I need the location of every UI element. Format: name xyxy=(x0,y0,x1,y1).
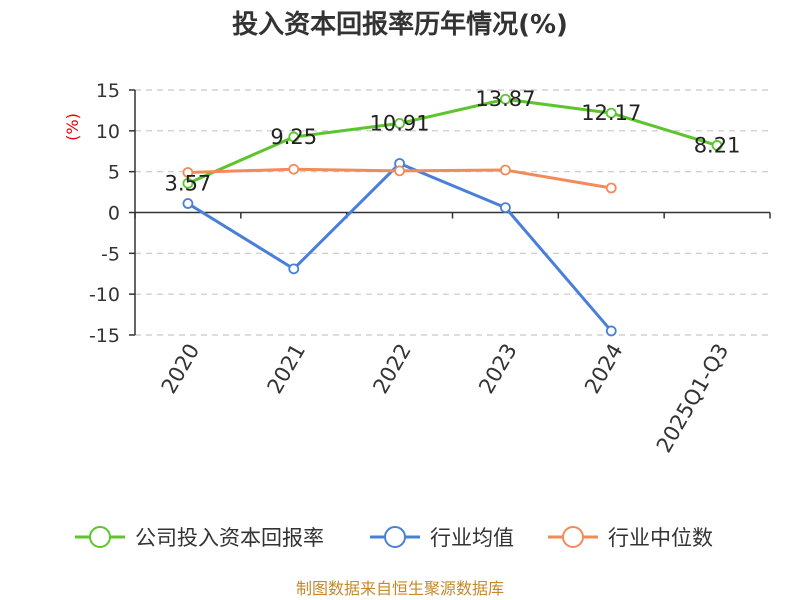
legend-marker xyxy=(562,526,584,548)
data-point xyxy=(711,140,723,151)
x-tick-label: 2023 xyxy=(474,340,522,398)
data-point xyxy=(500,202,511,214)
axes xyxy=(129,89,771,336)
x-tick-label: 2025Q1-Q3 xyxy=(652,340,734,457)
data-label: 13.87 xyxy=(475,87,535,111)
series-line-1 xyxy=(187,162,613,332)
y-tick-label: -15 xyxy=(89,325,120,347)
data-point xyxy=(288,163,300,175)
source-note: 制图数据来自恒生聚源数据库 xyxy=(296,579,504,598)
data-label: 12.17 xyxy=(581,101,641,125)
y-tick-label: 5 xyxy=(108,162,120,184)
data-point xyxy=(182,167,194,178)
y-tick-label: 15 xyxy=(96,80,120,102)
series-layer xyxy=(182,93,723,337)
x-tick-label: 2022 xyxy=(368,340,416,398)
data-point xyxy=(394,165,405,177)
x-tick-label: 2020 xyxy=(157,340,205,398)
data-point xyxy=(605,182,617,194)
x-axis-ticks: 2020 2021 2022 2023 2024 2025Q1-Q3 xyxy=(157,340,734,457)
y-axis-unit: (%) xyxy=(63,113,82,141)
data-point xyxy=(605,107,617,119)
legend-label: 行业中位数 xyxy=(608,526,713,550)
legend-label: 公司投入资本回报率 xyxy=(135,526,324,550)
data-point xyxy=(500,93,511,105)
data-point xyxy=(394,118,405,129)
data-label: 3.57 xyxy=(165,171,212,195)
data-point xyxy=(182,177,194,189)
legend-label: 行业均值 xyxy=(430,526,514,550)
data-point xyxy=(288,131,300,143)
data-point xyxy=(288,263,300,275)
x-tick-label: 2021 xyxy=(263,340,311,398)
legend: 公司投入资本回报率 行业均值 行业中位数 xyxy=(75,526,713,550)
y-tick-label: 0 xyxy=(108,203,120,225)
data-label: 9.25 xyxy=(270,125,317,149)
chart-title: 投入资本回报率历年情况(%) xyxy=(232,9,568,40)
legend-marker xyxy=(89,526,111,548)
legend-marker xyxy=(384,526,406,548)
x-tick-label: 2024 xyxy=(580,340,628,398)
y-tick-label: -10 xyxy=(89,284,120,306)
y-tick-label: -5 xyxy=(101,243,120,265)
data-label: 8.21 xyxy=(694,133,741,157)
y-tick-label: 10 xyxy=(96,121,120,143)
data-point xyxy=(500,164,511,176)
data-point xyxy=(605,325,617,337)
data-labels: 3.57 9.25 10.91 13.87 12.17 8.21 xyxy=(165,87,741,195)
data-point xyxy=(182,198,194,209)
series-line-0 xyxy=(187,97,718,185)
data-label: 10.91 xyxy=(370,111,430,135)
y-axis-ticks: 15 10 5 0 -5 -10 -15 xyxy=(89,80,120,347)
